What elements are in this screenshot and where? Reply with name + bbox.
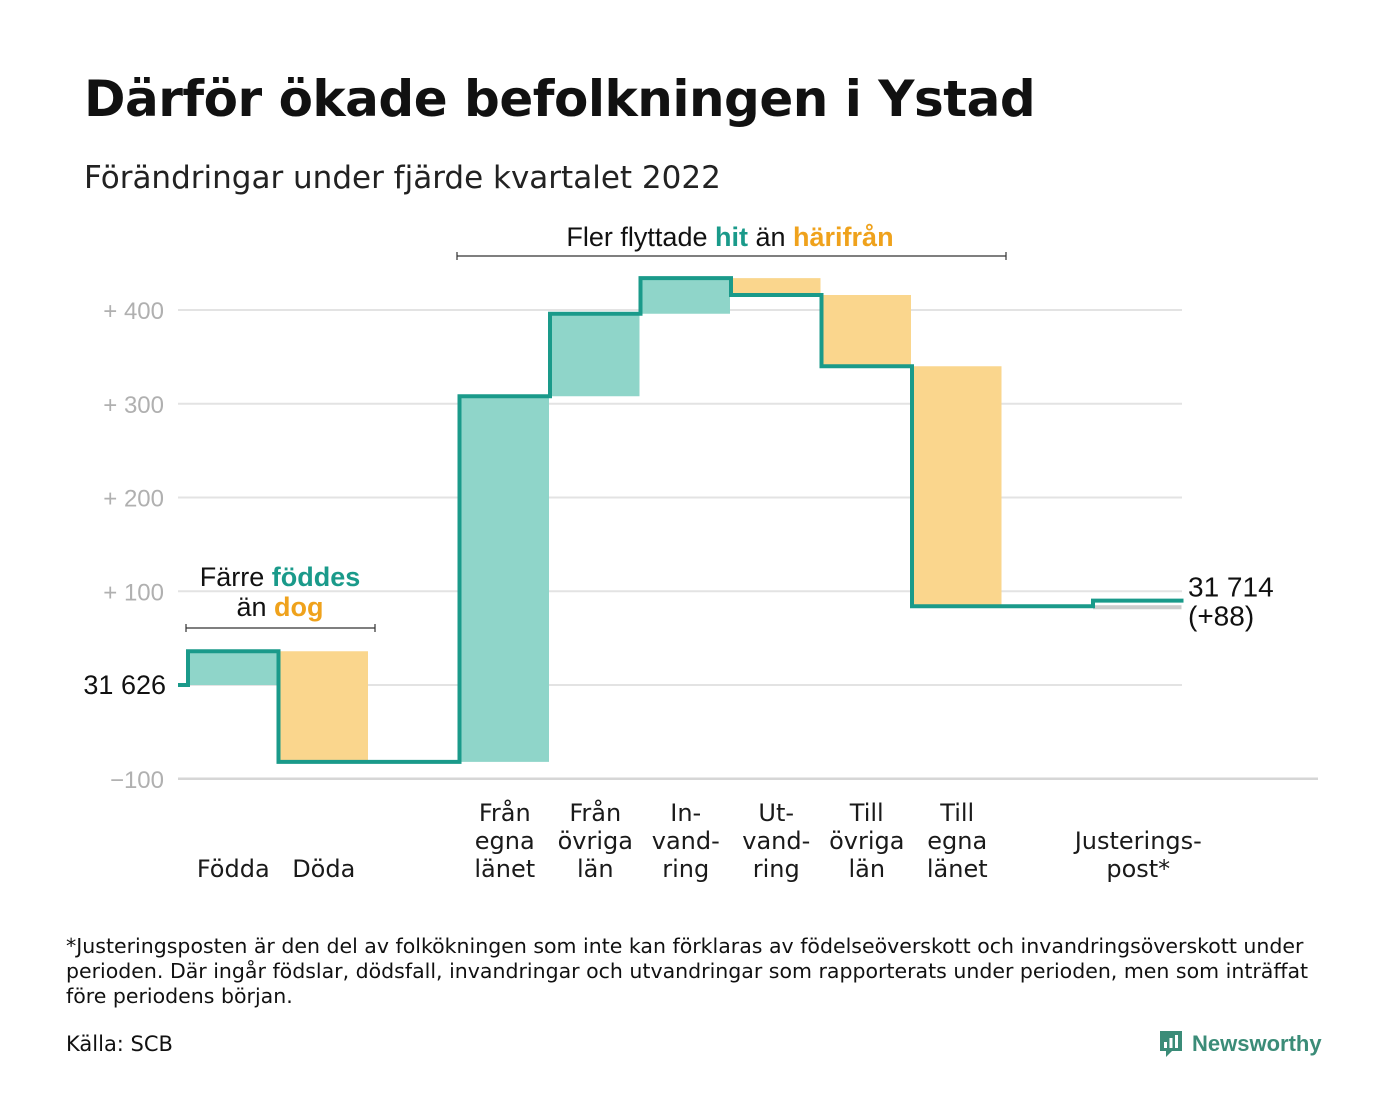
category-label-line: Från — [569, 798, 621, 827]
waterfall-bar — [279, 651, 368, 762]
category-label: Ut-vand-ring — [742, 799, 810, 883]
annotation-migration: Fler flyttade hit än härifrån — [566, 222, 893, 252]
y-tick-label: + 400 — [103, 298, 164, 325]
category-label-line: övriga — [558, 827, 633, 855]
waterfall-bar — [1093, 605, 1182, 610]
category-label: In-vand-ring — [652, 799, 720, 883]
y-tick-label: + 200 — [103, 486, 164, 513]
footnote: *Justeringsposten är den del av folkökni… — [66, 934, 1309, 1008]
source-label: Källa: SCB — [66, 1032, 173, 1056]
y-tick-label: + 100 — [103, 579, 164, 606]
category-label-line: egna — [927, 827, 987, 855]
annotation-births-deaths-part: Färre — [200, 562, 272, 592]
category-label: Döda — [292, 855, 355, 883]
annotation-births-deaths-line2: än dog — [236, 592, 323, 622]
category-label-line: ring — [753, 855, 800, 883]
category-label-line: länet — [927, 855, 988, 883]
waterfall-chart: −100 + 100 + 200 + 300 + 400 31 626 Födda Döda F… — [83, 222, 1318, 883]
category-label-line: Från — [479, 798, 531, 827]
category-label: Från övriga län — [558, 798, 633, 883]
base-value-label: 31 626 — [83, 670, 166, 700]
brand-logo: Newsworthy — [1158, 1026, 1322, 1062]
category-label-line: vand- — [652, 827, 720, 855]
category-label: Till övriga län — [829, 799, 904, 883]
category-label-line: länet — [474, 855, 535, 883]
annotation-births-deaths-line2-part: dog — [274, 592, 323, 622]
chart-subtitle: Förändringar under fjärde kvartalet 2022 — [84, 160, 721, 196]
category-label-line: län — [848, 855, 885, 883]
waterfall-bar — [641, 278, 730, 314]
category-label: Från egna länet — [474, 798, 535, 883]
category-label-line: post* — [1106, 855, 1170, 883]
waterfall-bar — [822, 295, 911, 367]
category-label-line: Till — [939, 799, 974, 827]
annotation-births-deaths-line2-part: än — [236, 592, 274, 622]
annotation-migration-part: hit — [715, 222, 748, 252]
waterfall-bar — [732, 278, 821, 295]
end-value-label: 31 714 — [1188, 572, 1274, 603]
annotation-migration-part: Fler flyttade — [566, 222, 715, 252]
category-label: Födda — [197, 855, 270, 883]
category-label-line: Födda — [197, 855, 270, 883]
category-label-line: övriga — [829, 827, 904, 855]
cumulative-step-line — [178, 276, 1184, 764]
chart-title: Därför ökade befolkningen i Ystad — [84, 70, 1036, 128]
annotation-migration-part: än — [748, 222, 793, 252]
annotation-births-deaths-part: föddes — [272, 562, 361, 592]
category-label: Till egna länet — [927, 799, 988, 883]
brand-name: Newsworthy — [1192, 1031, 1322, 1056]
waterfall-bar — [913, 366, 1002, 607]
category-label-line: Till — [849, 799, 884, 827]
category-label: Justerings-post* — [1073, 827, 1202, 883]
category-label-line: Döda — [292, 855, 355, 883]
category-label-line: egna — [475, 827, 535, 855]
category-label-line: Ut- — [758, 799, 794, 827]
end-change-label: (+88) — [1188, 601, 1254, 632]
category-label-line: In- — [670, 799, 701, 827]
annotation-births-deaths: Färre föddes — [200, 562, 361, 592]
waterfall-bar — [551, 313, 640, 397]
waterfall-bar — [189, 651, 278, 685]
category-label-line: vand- — [742, 827, 810, 855]
newsworthy-logo-icon — [1160, 1031, 1182, 1057]
waterfall-bar — [460, 396, 549, 762]
y-tick-label: + 300 — [103, 392, 164, 419]
category-label-line: ring — [662, 855, 709, 883]
category-label-line: län — [577, 855, 614, 883]
category-label-line: Justerings- — [1073, 827, 1202, 855]
y-tick-label: −100 — [110, 767, 164, 794]
annotation-migration-part: härifrån — [793, 222, 894, 252]
